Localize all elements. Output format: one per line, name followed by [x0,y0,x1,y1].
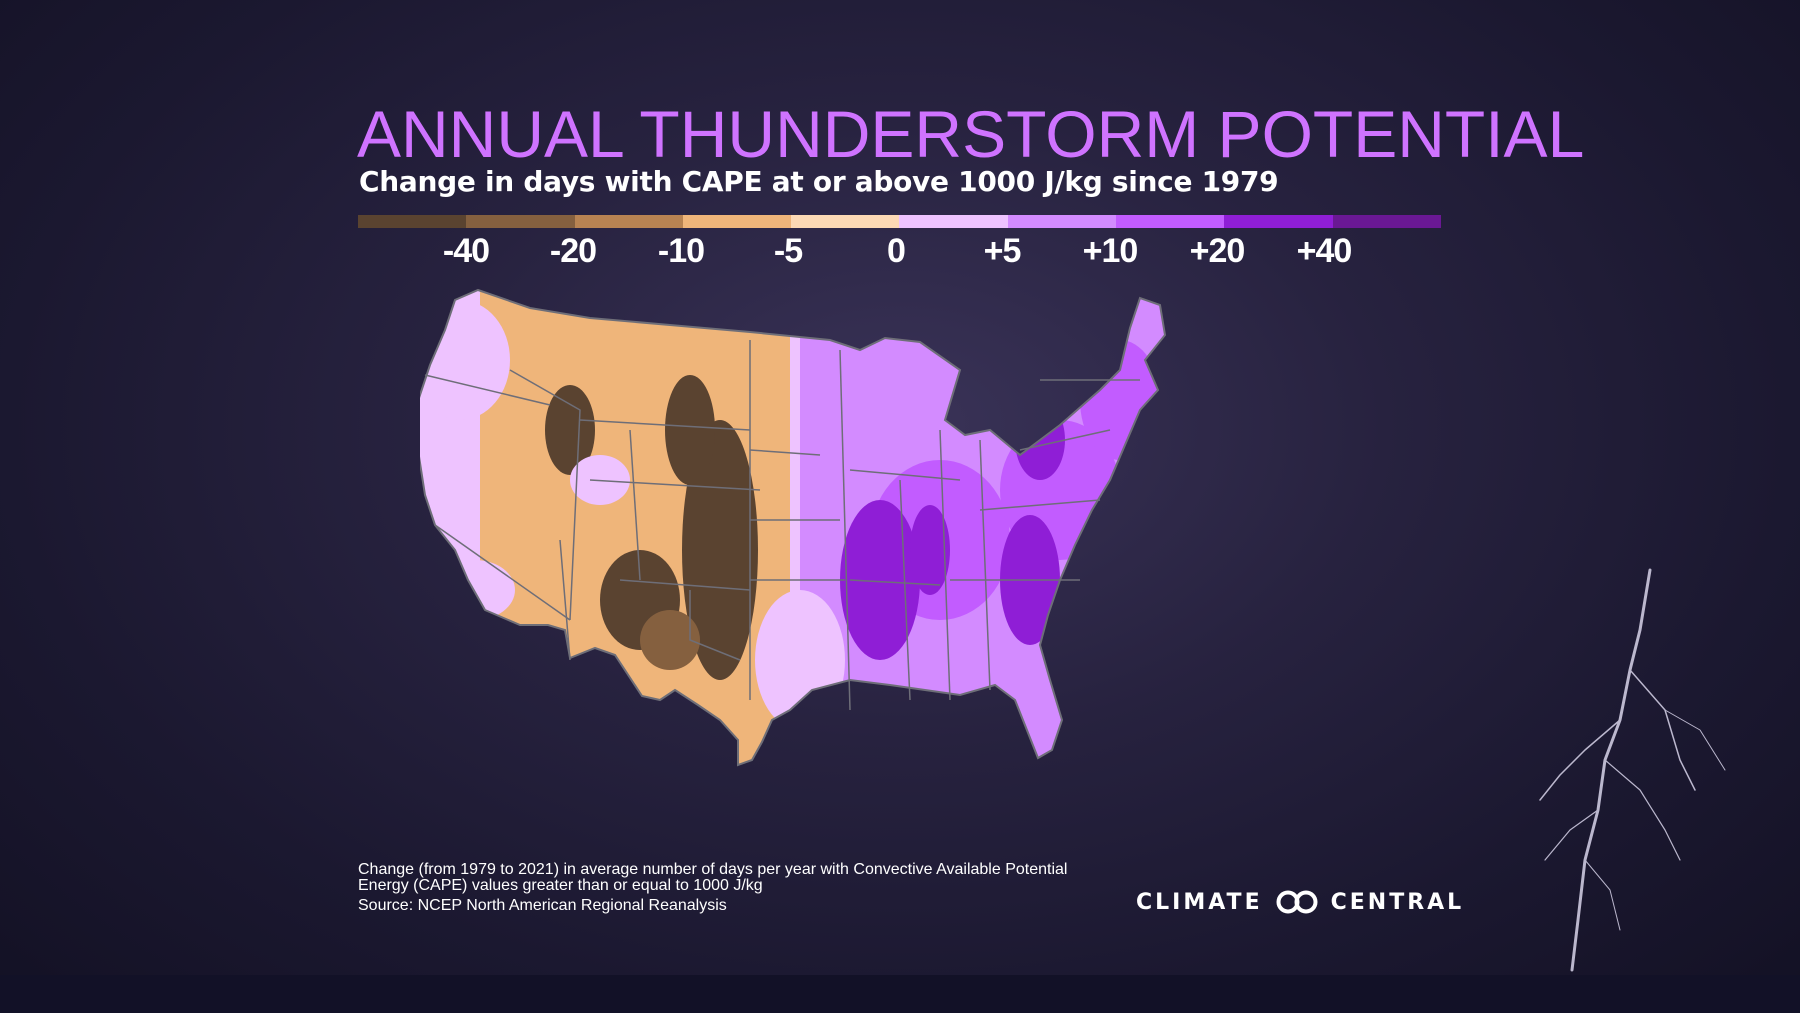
lightning-bolt-icon [1539,568,1726,972]
logo-text-climate: CLIMATE [1136,889,1263,915]
legend-swatch-10 [1332,215,1441,228]
legend-tick-label: +20 [1189,232,1246,270]
legend-swatch-9 [1224,215,1333,228]
legend-swatch-3 [574,215,683,228]
us-cape-change-map [420,289,1166,766]
note-line-1: Change (from 1979 to 2021) in average nu… [358,861,1068,878]
logo-rings-icon [1276,890,1318,914]
legend-tick-label: -10 [657,232,705,270]
bottom-band [0,975,1800,1013]
note-line-2: Energy (CAPE) values greater than or equ… [358,877,763,894]
legend-swatch-6 [899,215,1008,228]
climate-central-logo: CLIMATE CENTRAL [1136,888,1464,916]
legend-tick-label: +10 [1082,232,1139,270]
legend-swatch-4 [682,215,792,228]
legend-tick-label: 0 [887,232,906,270]
map-subtitle: Change in days with CAPE at or above 100… [359,165,1279,198]
legend-swatch-8 [1116,215,1225,228]
legend-swatch-7 [1007,215,1117,228]
map-note: Change (from 1979 to 2021) in average nu… [358,862,1118,914]
legend-swatch-1 [358,215,467,228]
legend-tick-label: +5 [983,232,1022,270]
legend-swatch-2 [466,215,575,228]
map-color-fields [420,290,1165,765]
legend-color-bar [358,215,1441,228]
legend-swatch-5 [791,215,900,228]
legend-tick-label: -5 [773,232,803,270]
map-title: ANNUAL THUNDERSTORM POTENTIAL [357,97,1585,171]
source-line: Source: NCEP North American Regional Rea… [358,897,727,914]
logo-text-central: CENTRAL [1330,889,1465,915]
legend-tick-label: +40 [1296,232,1353,270]
legend-tick-label: -40 [442,232,490,270]
legend-tick-label: -20 [549,232,597,270]
state-boundaries [424,340,1140,711]
